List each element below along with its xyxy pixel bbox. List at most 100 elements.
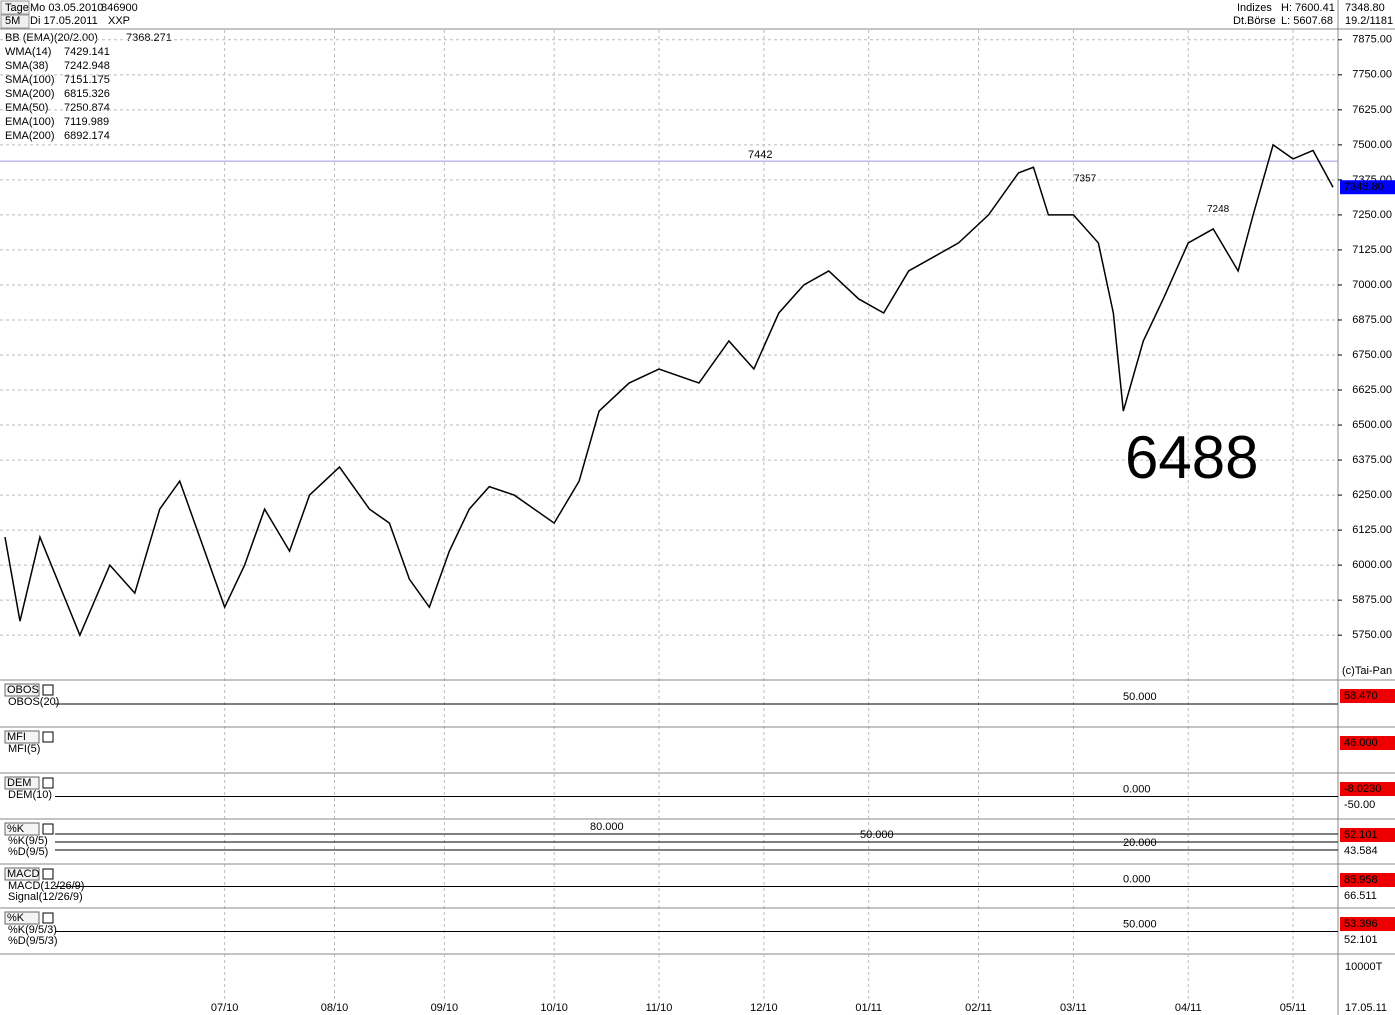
market: Indizes [1237, 2, 1272, 14]
indicator-label: EMA(100) [5, 116, 55, 128]
readout: 53.396 [1344, 918, 1378, 930]
readout: 52.101 [1344, 934, 1378, 946]
level-label: 80.000 [590, 821, 624, 833]
readout: 52.101 [1344, 829, 1378, 841]
panel-param: %K(9/5) [8, 835, 48, 847]
range-from: Mo 03.05.2010 [30, 2, 103, 14]
box [0, 14, 30, 29]
panel-tab [4, 776, 40, 790]
y-tick-label: 6875.00 [1352, 314, 1392, 326]
panel-param: MFI(5) [8, 743, 40, 755]
annotation: 6488 [1125, 424, 1258, 491]
indicator-value: 6815.326 [64, 88, 110, 100]
panel-name: MFI [7, 731, 26, 743]
annotation: 7357 [1074, 174, 1097, 185]
indicator-value: 7429.141 [64, 46, 110, 58]
x-tick-label: 09/10 [431, 1002, 459, 1014]
y-tick-label: 6625.00 [1352, 384, 1392, 396]
expand-button[interactable] [42, 777, 54, 789]
x-tick-label: 12/10 [750, 1002, 778, 1014]
expand-button[interactable] [42, 868, 54, 880]
indicator-label: WMA(14) [5, 46, 51, 58]
expand-button[interactable] [42, 684, 54, 696]
indicator-label: BB (EMA)(20/2.00) [5, 32, 98, 44]
period: Tage [5, 2, 29, 14]
indicator-label: SMA(38) [5, 60, 48, 72]
date-label: 17.05.11 [1345, 1002, 1387, 1014]
x-tick-label: 02/11 [965, 1002, 992, 1014]
readout: -50.00 [1344, 799, 1375, 811]
level-label: 50.000 [860, 829, 894, 841]
last: 7348.80 [1345, 2, 1385, 14]
scale: 19.2/1181 [1345, 15, 1393, 27]
readout-box [1340, 917, 1395, 931]
readout: 85.958 [1344, 874, 1378, 886]
panel-param: Signal(12/26/9) [8, 891, 83, 903]
x-tick-label: 10/10 [540, 1002, 568, 1014]
y-tick-label: 7625.00 [1352, 104, 1392, 116]
x-tick-label: 07/10 [211, 1002, 239, 1014]
readout: 43.584 [1344, 845, 1378, 857]
readout-box [1340, 689, 1395, 703]
y-tick-label: 5875.00 [1352, 594, 1392, 606]
readout: 46.000 [1344, 737, 1378, 749]
y-tick-label: 7750.00 [1352, 69, 1392, 81]
range-to: Di 17.05.2011 [30, 15, 98, 27]
level-label: 20.000 [1123, 837, 1157, 849]
level-label: 0.000 [1123, 783, 1151, 795]
copyright: (c)Tai-Pan [1342, 665, 1392, 677]
indicator-label: SMA(100) [5, 74, 55, 86]
panel-tab [4, 867, 40, 881]
y-tick-label: 5750.00 [1352, 629, 1392, 641]
y-tick-label: 7125.00 [1352, 244, 1392, 256]
readout: 66.511 [1344, 890, 1377, 902]
panel-param: DEM(10) [8, 789, 52, 801]
level-label: 0.000 [1123, 873, 1151, 885]
panel-name: DEM [7, 777, 31, 789]
panel-name: OBOS [7, 684, 39, 696]
panel-name: %K [7, 912, 25, 924]
level-label: 50.000 [1123, 691, 1157, 703]
panel-tab [4, 911, 40, 925]
panel-param: %D(9/5/3) [8, 935, 58, 947]
readout: -8.0230 [1344, 783, 1381, 795]
expand-button[interactable] [42, 912, 54, 924]
x-tick-label: 05/11 [1280, 1002, 1307, 1014]
indicator-label: EMA(200) [5, 130, 55, 142]
readout-box [1340, 828, 1395, 842]
y-tick-label: 6375.00 [1352, 454, 1392, 466]
panel-tab [4, 730, 40, 744]
readout-box [1340, 798, 1395, 812]
expand-button[interactable] [42, 823, 54, 835]
exchange: Dt.Börse [1233, 15, 1276, 27]
readout-box [1340, 889, 1395, 903]
indicator-value: 7151.175 [64, 74, 110, 86]
indicator-value: 7250.874 [64, 102, 110, 114]
y-tick-label: 6125.00 [1352, 524, 1392, 536]
symbol: XXP [108, 15, 130, 27]
panel-param: OBOS(20) [8, 696, 59, 708]
price-line [4, 143, 1334, 638]
low: L: 5607.68 [1281, 15, 1333, 27]
panel-name: %K [7, 823, 25, 835]
level-label: 50.000 [1123, 918, 1157, 930]
indicator-label: EMA(50) [5, 102, 48, 114]
indicator-label: SMA(200) [5, 88, 55, 100]
y-tick-label: 6250.00 [1352, 489, 1392, 501]
wkn: 846900 [101, 2, 138, 14]
high: H: 7600.41 [1281, 2, 1335, 14]
timeframe: 5M [5, 15, 20, 27]
y-tick-label: 7250.00 [1352, 209, 1392, 221]
y-tick-label: 7875.00 [1352, 34, 1392, 46]
indicator-value: 7119.989 [64, 116, 109, 128]
y-tick-label: 6000.00 [1352, 559, 1392, 571]
panel-param: MACD(12/26/9) [8, 880, 84, 892]
readout-box [1340, 736, 1395, 750]
box [0, 0, 30, 15]
panel-param: %D(9/5) [8, 846, 48, 858]
x-tick-label: 01/11 [855, 1002, 882, 1014]
last-price-label: 7348.80 [1344, 181, 1384, 193]
expand-button[interactable] [42, 731, 54, 743]
y-tick-label: 6750.00 [1352, 349, 1392, 361]
